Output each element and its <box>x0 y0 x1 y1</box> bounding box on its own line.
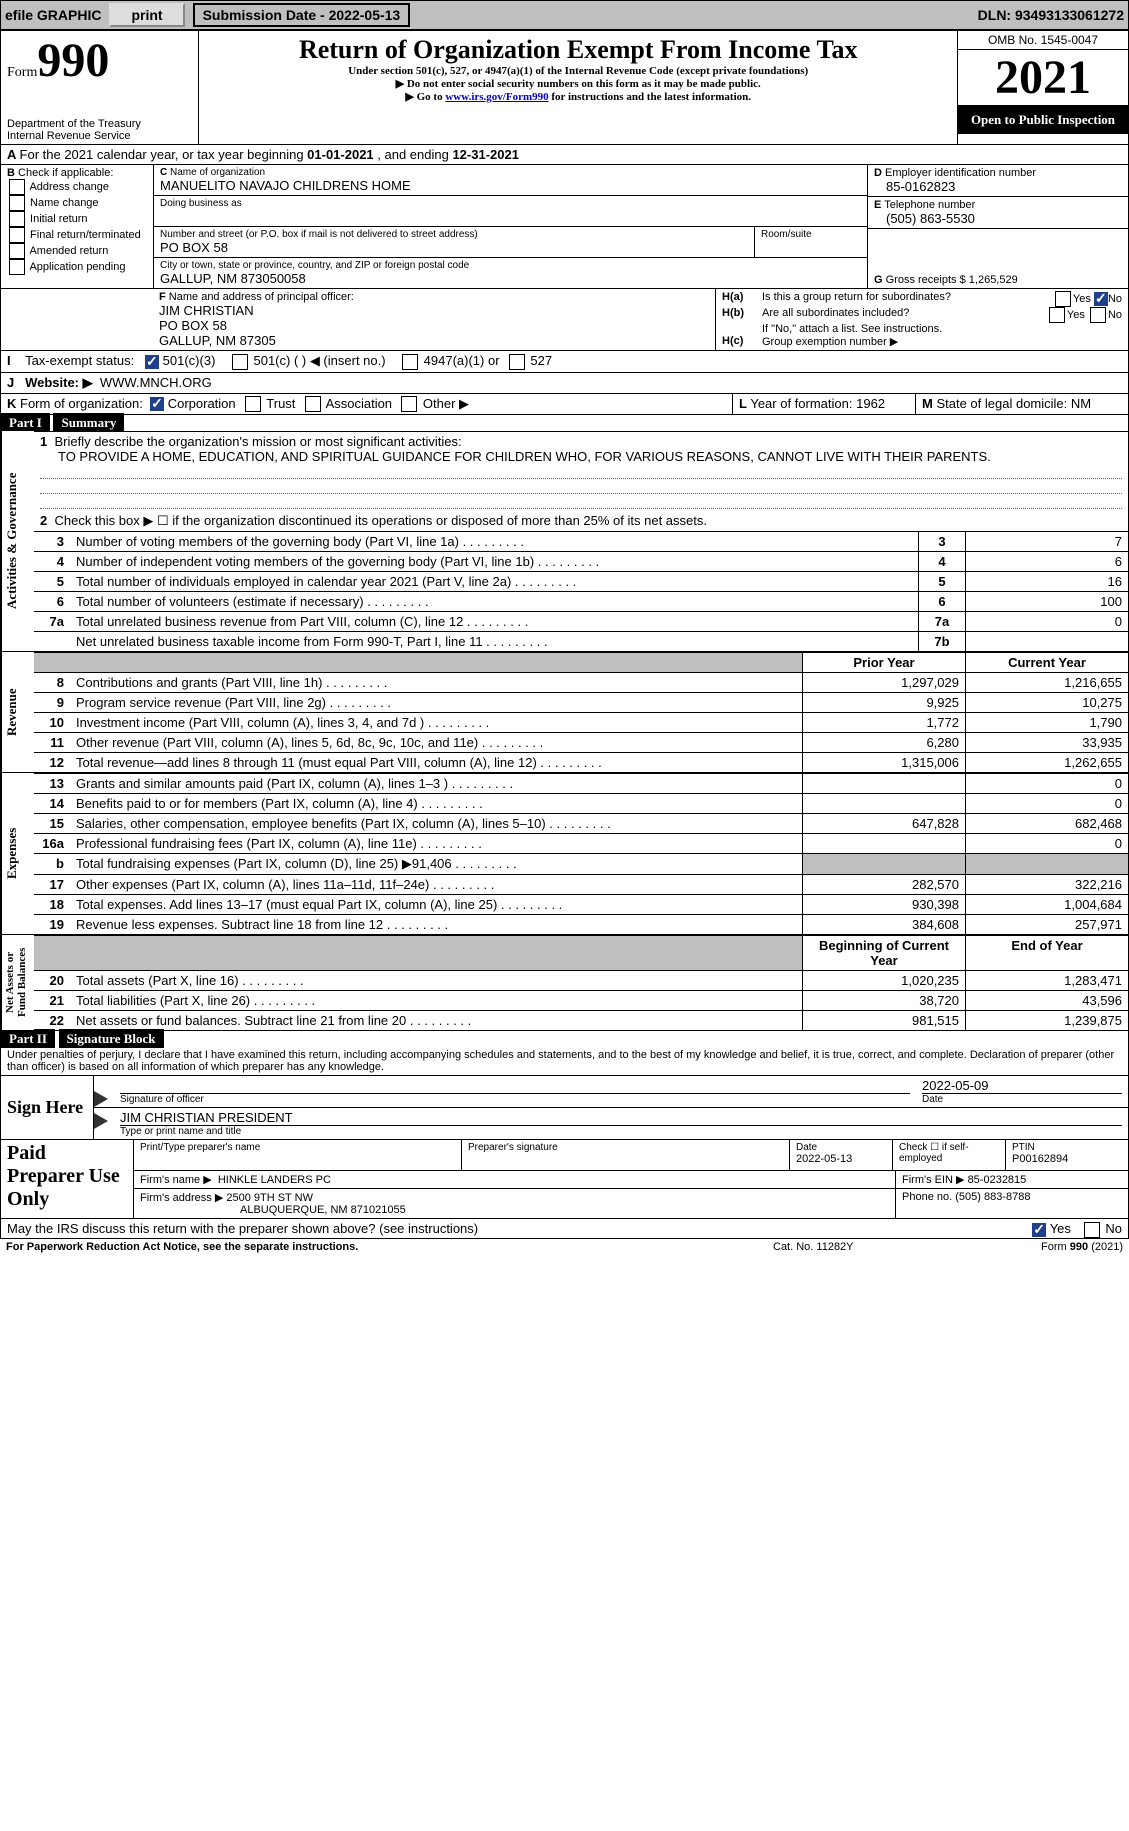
h-c: H(c) Group exemption number ▶ <box>722 335 1122 348</box>
form-title: Return of Organization Exempt From Incom… <box>207 35 949 65</box>
h-a: H(a) Is this a group return for subordin… <box>722 291 1122 307</box>
ein-label: D Employer identification number <box>874 167 1122 179</box>
form-header: Form990 Department of the Treasury Inter… <box>0 30 1129 145</box>
part-i-body: Activities & Governance 1 Briefly descri… <box>0 431 1129 651</box>
check-option: Application pending <box>7 259 147 275</box>
open-inspection: Open to Public Inspection <box>958 106 1128 134</box>
officer-typed-name: JIM CHRISTIAN PRESIDENT <box>120 1110 1122 1125</box>
addr: PO BOX 58 <box>160 240 748 255</box>
officer-label: F Name and address of principal officer: <box>159 291 709 303</box>
row-formation: K Form of organization: Corporation Trus… <box>0 394 1129 416</box>
addr-label: Number and street (or P.O. box if mail i… <box>160 229 748 240</box>
q2-text: Check this box ▶ ☐ if the organization d… <box>54 513 707 528</box>
h-b: H(b) Are all subordinates included? Yes … <box>722 307 1122 323</box>
irs-discuss-row: May the IRS discuss this return with the… <box>0 1219 1129 1239</box>
prep-sig-label: Preparer's signature <box>468 1142 783 1153</box>
firm-name: Firm's name ▶ HINKLE LANDERS PC <box>134 1171 895 1188</box>
check-option: Final return/terminated <box>7 227 147 243</box>
q1-label: Briefly describe the organization's miss… <box>54 434 461 449</box>
room-label: Room/suite <box>761 229 861 240</box>
check-option: Address change <box>7 179 147 195</box>
form-note2: ▶ Go to www.irs.gov/Form990 for instruct… <box>207 90 949 103</box>
self-employed-check: Check ☐ if self-employed <box>893 1140 1006 1170</box>
org-name-label: C Name of organization <box>160 167 861 178</box>
dept-label: Department of the Treasury Internal Reve… <box>7 118 192 142</box>
check-option: Name change <box>7 195 147 211</box>
officer-addr1: PO BOX 58 <box>159 318 709 333</box>
omb-number: OMB No. 1545-0047 <box>958 31 1128 50</box>
irs-link[interactable]: www.irs.gov/Form990 <box>445 91 548 103</box>
tax-year: 2021 <box>958 50 1128 106</box>
footer-right: Form 990 (2021) <box>973 1241 1123 1253</box>
h-b-note: If "No," attach a list. See instructions… <box>722 323 1122 335</box>
org-name: MANUELITO NAVAJO CHILDRENS HOME <box>160 178 861 193</box>
phone-label-e: E Telephone number <box>874 199 1122 211</box>
firm-address: Firm's address ▶ 2500 9TH ST NW ALBUQUER… <box>134 1189 895 1218</box>
prep-date-label: Date <box>796 1142 886 1153</box>
officer-name: JIM CHRISTIAN <box>159 303 709 318</box>
prep-name-label: Print/Type preparer's name <box>140 1142 455 1153</box>
sign-here-label: Sign Here <box>1 1076 94 1139</box>
signature-tab-icon <box>94 1113 108 1129</box>
entity-block: B Check if applicable: Address change Na… <box>0 165 1129 289</box>
check-b-label: B Check if applicable: <box>7 167 147 179</box>
signature-tab-icon <box>94 1091 108 1107</box>
ptin-value: P00162894 <box>1012 1153 1122 1165</box>
form-subtitle: Under section 501(c), 527, or 4947(a)(1)… <box>207 65 949 77</box>
period-line: A For the 2021 calendar year, or tax yea… <box>0 145 1129 165</box>
checked-icon <box>1094 292 1108 306</box>
ptin-label: PTIN <box>1012 1142 1122 1153</box>
top-bar: efile GRAPHIC print Submission Date - 20… <box>0 0 1129 30</box>
checked-icon <box>1032 1223 1046 1237</box>
net-section: Net Assets or Fund Balances Beginning of… <box>0 934 1129 1031</box>
city: GALLUP, NM 873050058 <box>160 271 861 286</box>
paid-preparer-block: Paid Preparer Use Only Print/Type prepar… <box>0 1140 1129 1219</box>
checked-icon <box>150 397 164 411</box>
sig-date: 2022-05-09 <box>922 1078 1122 1093</box>
page-footer: For Paperwork Reduction Act Notice, see … <box>0 1239 1129 1255</box>
vlabel-ag: Activities & Governance <box>1 431 34 651</box>
expenses-section: Expenses 13Grants and similar amounts pa… <box>0 772 1129 934</box>
form-note1: ▶ Do not enter social security numbers o… <box>207 77 949 90</box>
gross-receipts: G Gross receipts $ 1,265,529 <box>874 274 1018 286</box>
dba-label: Doing business as <box>160 198 861 209</box>
vlabel-rev: Revenue <box>1 652 34 772</box>
efile-label: efile GRAPHIC <box>5 7 101 23</box>
footer-mid: Cat. No. 11282Y <box>773 1241 973 1253</box>
officer-addr2: GALLUP, NM 87305 <box>159 333 709 348</box>
phone-value: (505) 863-5530 <box>874 211 1122 226</box>
ein-value: 85-0162823 <box>874 179 1122 194</box>
dln: DLN: 93493133061272 <box>978 7 1124 23</box>
form-number: Form990 <box>7 33 192 88</box>
part-ii-header: Part II Signature Block <box>0 1031 1129 1047</box>
footer-left: For Paperwork Reduction Act Notice, see … <box>6 1241 773 1253</box>
check-option: Initial return <box>7 211 147 227</box>
checked-icon <box>145 355 159 369</box>
sign-here-block: Sign Here Signature of officer 2022-05-0… <box>0 1076 1129 1140</box>
vlabel-exp: Expenses <box>1 773 34 934</box>
mission-text: TO PROVIDE A HOME, EDUCATION, AND SPIRIT… <box>40 449 1122 464</box>
rev-table: Prior YearCurrent Year8Contributions and… <box>34 652 1128 772</box>
date-label: Date <box>922 1093 1122 1105</box>
city-label: City or town, state or province, country… <box>160 260 861 271</box>
exp-table: 13Grants and similar amounts paid (Part … <box>34 773 1128 934</box>
row-website: J Website: ▶ WWW.MNCH.ORG <box>0 373 1129 394</box>
declaration-text: Under penalties of perjury, I declare th… <box>0 1047 1129 1076</box>
officer-block: F Name and address of principal officer:… <box>0 289 1129 351</box>
vlabel-net: Net Assets or Fund Balances <box>1 935 34 1030</box>
ag-table: 3Number of voting members of the governi… <box>34 531 1128 651</box>
firm-ein: Firm's EIN ▶ 85-0232815 <box>895 1171 1128 1188</box>
print-button[interactable]: print <box>109 3 184 27</box>
revenue-section: Revenue Prior YearCurrent Year8Contribut… <box>0 651 1129 772</box>
type-name-label: Type or print name and title <box>120 1125 1122 1137</box>
row-tax-status: I Tax-exempt status: 501(c)(3) 501(c) ( … <box>0 351 1129 373</box>
firm-phone: Phone no. (505) 883-8788 <box>895 1189 1128 1218</box>
submission-block: Submission Date - 2022-05-13 <box>193 3 411 27</box>
net-table: Beginning of Current YearEnd of Year20To… <box>34 935 1128 1030</box>
part-i-header: Part I Summary <box>0 415 1129 431</box>
paid-preparer-label: Paid Preparer Use Only <box>1 1140 134 1218</box>
check-option: Amended return <box>7 243 147 259</box>
sig-officer-label: Signature of officer <box>120 1093 910 1105</box>
prep-date: 2022-05-13 <box>796 1153 886 1165</box>
